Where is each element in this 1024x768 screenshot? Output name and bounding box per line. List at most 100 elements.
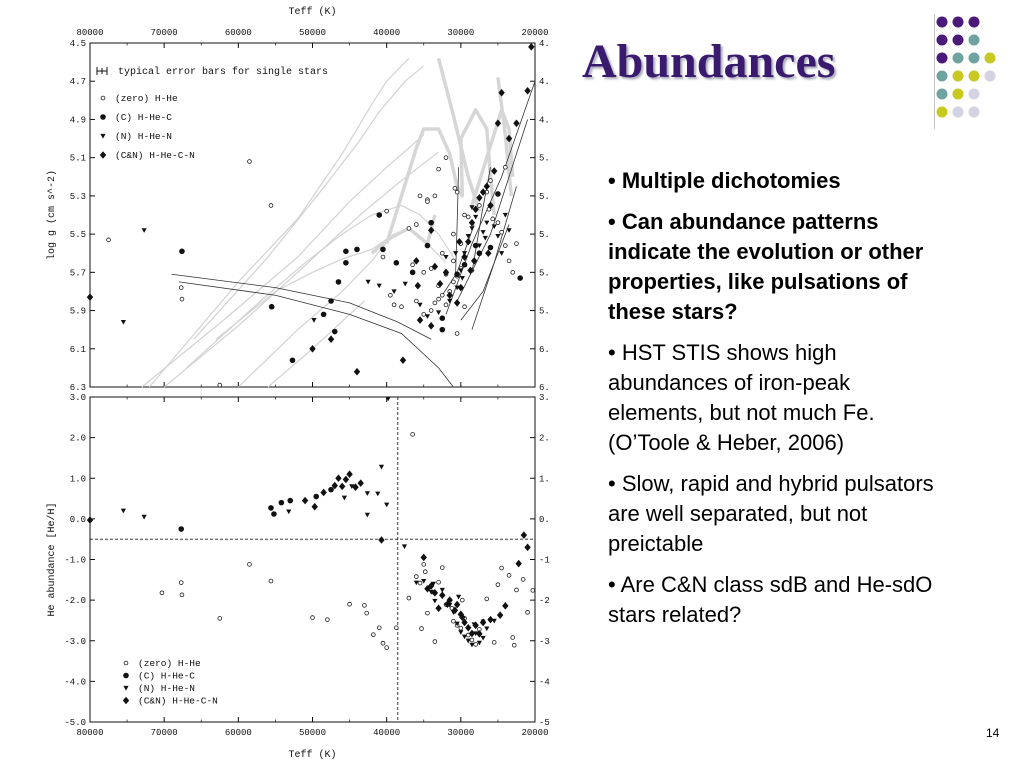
- y-tick-label: 4.7: [70, 77, 86, 87]
- data-point: [371, 632, 376, 637]
- data-point: [470, 257, 478, 265]
- legend-marker: [123, 660, 129, 666]
- data-point: [309, 344, 316, 353]
- data-point: [301, 496, 309, 505]
- data-point: [327, 335, 335, 344]
- data-point: [465, 214, 471, 220]
- data-point: [485, 249, 492, 258]
- y-tick-label: 5.9: [539, 307, 550, 317]
- data-point: [402, 281, 408, 287]
- bullet-item: • Multiple dichotomies: [608, 166, 948, 196]
- y-tick-label: 5.7: [70, 268, 86, 278]
- data-point: [452, 185, 458, 191]
- y-tick-label: 5.3: [70, 192, 86, 202]
- data-point: [435, 604, 442, 613]
- data-point: [310, 615, 315, 620]
- evolution-track: [163, 151, 439, 388]
- data-point: [425, 610, 430, 616]
- data-point: [335, 279, 342, 285]
- data-point: [159, 590, 165, 596]
- decorative-dot: [936, 52, 948, 64]
- data-point: [439, 315, 446, 322]
- decorative-dot: [952, 88, 964, 100]
- data-point: [357, 479, 364, 487]
- data-point: [178, 526, 185, 532]
- legend-marker: [100, 133, 106, 139]
- theory-line: [445, 81, 536, 315]
- data-point: [472, 205, 479, 214]
- data-point: [328, 486, 334, 493]
- y-tick-label: 5.1: [539, 154, 550, 164]
- bullet-glyph: •: [608, 168, 616, 193]
- data-point: [417, 580, 423, 586]
- data-point: [378, 536, 385, 544]
- data-point: [179, 296, 185, 302]
- x-tick-label: 80000: [76, 28, 103, 38]
- decorative-dot: [936, 34, 948, 46]
- data-point: [443, 254, 449, 260]
- data-point: [384, 502, 390, 508]
- theory-line: [456, 119, 528, 302]
- y-tick-label: -3.0: [64, 637, 86, 647]
- data-point: [217, 616, 223, 621]
- data-point: [313, 493, 320, 500]
- legend-marker: [100, 95, 106, 101]
- legend-label: (zero) H-He: [115, 93, 178, 104]
- data-point: [503, 164, 508, 170]
- data-point: [413, 257, 420, 265]
- decorative-dot: [984, 52, 996, 64]
- bullet-glyph: •: [608, 209, 616, 234]
- data-point: [453, 600, 461, 609]
- data-point: [469, 226, 475, 231]
- bullet-text: Slow, rapid and hybrid pulsators are wel…: [608, 471, 934, 556]
- theory-line: [471, 167, 491, 273]
- data-point: [349, 484, 355, 489]
- y-tick-label: 6.1: [539, 345, 550, 355]
- data-point: [247, 159, 252, 164]
- data-point: [399, 356, 407, 365]
- data-point: [179, 592, 185, 598]
- data-point: [530, 588, 536, 593]
- data-point: [473, 214, 479, 220]
- decorative-dot: [984, 70, 996, 82]
- theory-line: [171, 273, 432, 340]
- bullet-text: Can abundance patterns indicate the evol…: [608, 209, 924, 324]
- data-point: [443, 302, 449, 308]
- data-point: [432, 300, 438, 306]
- data-point: [399, 304, 404, 310]
- data-point: [439, 292, 445, 298]
- decorative-dot: [952, 16, 964, 28]
- data-point: [414, 298, 419, 304]
- data-point: [106, 237, 111, 243]
- data-point: [461, 261, 468, 268]
- y-tick-label: -1.0: [539, 556, 550, 566]
- y-tick-label: 4.5: [70, 39, 86, 49]
- data-point: [364, 491, 370, 496]
- data-point: [451, 606, 459, 615]
- data-point: [495, 191, 501, 197]
- y-tick-label: -5.0: [539, 718, 550, 728]
- data-point: [456, 237, 463, 246]
- data-point: [391, 289, 397, 295]
- data-point: [514, 587, 519, 593]
- data-point: [473, 642, 478, 647]
- data-point: [406, 226, 412, 231]
- data-point: [525, 610, 530, 615]
- data-point: [364, 512, 370, 518]
- data-point: [409, 269, 416, 276]
- error-bar-label: typical error bars for single stars: [118, 66, 328, 78]
- data-point: [384, 645, 389, 650]
- data-point: [520, 577, 526, 582]
- bullet-list: • Multiple dichotomies • Can abundance pa…: [608, 166, 948, 641]
- bullet-item: • Are C&N class sdB and He-sdO stars rel…: [608, 570, 948, 630]
- data-point: [454, 621, 460, 627]
- data-point: [499, 565, 504, 571]
- legend-marker: [99, 151, 107, 159]
- data-point: [462, 304, 467, 310]
- data-point: [343, 259, 349, 266]
- theory-line: [455, 167, 460, 273]
- data-point: [458, 630, 464, 635]
- y-tick-label: -2.0: [539, 596, 550, 606]
